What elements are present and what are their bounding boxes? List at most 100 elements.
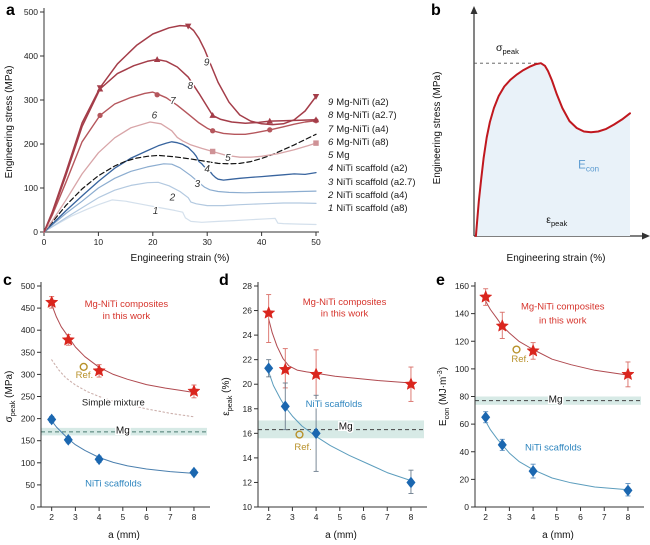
panel-b-schematic-chart: Engineering strain (%) Engineering stress… xyxy=(432,6,650,264)
svg-text:14: 14 xyxy=(243,453,253,463)
panel-label-a: a xyxy=(6,2,15,19)
svg-text:18: 18 xyxy=(243,404,253,414)
svg-text:5: 5 xyxy=(554,512,559,522)
svg-text:3: 3 xyxy=(195,179,201,190)
svg-text:200: 200 xyxy=(21,414,35,424)
legend-item: 9 Mg-NiTi (a2) xyxy=(328,97,389,108)
legend-item: 8 Mg-NiTi (a2.7) xyxy=(328,110,397,122)
svg-text:σpeak: σpeak xyxy=(496,42,519,56)
svg-text:450: 450 xyxy=(21,303,35,313)
legend-item: 4 NiTi scaffold (a2) xyxy=(328,163,408,175)
svg-text:4: 4 xyxy=(531,512,536,522)
svg-text:6: 6 xyxy=(152,110,158,121)
svg-text:7: 7 xyxy=(170,96,176,107)
panel-c-sigma-peak-chart: 2 3 4 5 6 7 8 0 50 100 150 200 250 300 350 400 450 500 a (… xyxy=(4,281,210,541)
svg-text:Econ (MJ·m-3): Econ (MJ·m-3) xyxy=(435,367,451,426)
svg-text:εpeak (%): εpeak (%) xyxy=(221,377,234,415)
svg-text:50: 50 xyxy=(26,480,36,490)
svg-text:350: 350 xyxy=(21,347,35,357)
svg-text:100: 100 xyxy=(24,183,38,193)
svg-text:50: 50 xyxy=(311,237,321,247)
svg-text:28: 28 xyxy=(243,281,253,291)
svg-text:40: 40 xyxy=(460,447,470,457)
svg-text:7: 7 xyxy=(168,512,173,522)
svg-text:7: 7 xyxy=(385,512,390,522)
svg-text:Ref.: Ref. xyxy=(76,370,93,381)
legend-item: 7 Mg-NiTi (a4) xyxy=(328,123,389,135)
svg-text:a (mm): a (mm) xyxy=(325,530,357,541)
svg-text:20: 20 xyxy=(148,237,158,247)
svg-text:Mg: Mg xyxy=(116,426,130,437)
svg-text:2: 2 xyxy=(483,512,488,522)
svg-text:Econ: Econ xyxy=(578,160,599,174)
svg-text:Simple mixture: Simple mixture xyxy=(82,397,145,408)
panel-a-legend: 9 Mg-NiTi (a2) 8 Mg-NiTi (a2.7) 7 Mg-NiTi (a4… xyxy=(328,96,458,216)
svg-text:500: 500 xyxy=(24,7,38,17)
legend-item: 6 Mg-NiTi (a8) xyxy=(328,136,389,148)
svg-text:1: 1 xyxy=(153,206,159,217)
svg-text:2: 2 xyxy=(169,192,176,203)
svg-text:Engineering stress (MPa): Engineering stress (MPa) xyxy=(4,66,15,179)
svg-text:6: 6 xyxy=(578,512,583,522)
svg-text:0: 0 xyxy=(30,502,35,512)
svg-text:80: 80 xyxy=(460,392,470,402)
svg-text:8: 8 xyxy=(626,512,631,522)
svg-text:20: 20 xyxy=(460,474,470,484)
svg-text:3: 3 xyxy=(290,512,295,522)
svg-text:6: 6 xyxy=(361,512,366,522)
svg-text:Engineering stress (MPa): Engineering stress (MPa) xyxy=(432,72,443,185)
svg-text:400: 400 xyxy=(24,51,38,61)
svg-text:300: 300 xyxy=(21,369,35,379)
svg-text:in this work: in this work xyxy=(321,309,369,320)
svg-text:2: 2 xyxy=(266,512,271,522)
svg-text:9: 9 xyxy=(204,58,210,69)
svg-text:2: 2 xyxy=(49,512,54,522)
panel-label-d: d xyxy=(219,272,229,289)
svg-text:26: 26 xyxy=(243,306,253,316)
svg-text:10: 10 xyxy=(243,502,253,512)
svg-text:100: 100 xyxy=(21,458,35,468)
panel-label-c: c xyxy=(3,272,12,289)
svg-text:Mg: Mg xyxy=(549,395,563,406)
svg-text:εpeak: εpeak xyxy=(546,214,567,228)
svg-text:8: 8 xyxy=(192,512,197,522)
svg-text:16: 16 xyxy=(243,428,253,438)
svg-text:300: 300 xyxy=(24,95,38,105)
svg-text:8: 8 xyxy=(188,81,194,92)
legend-item: 3 NiTi scaffold (a2.7) xyxy=(328,176,416,188)
svg-text:6: 6 xyxy=(144,512,149,522)
svg-text:3: 3 xyxy=(73,512,78,522)
svg-text:7: 7 xyxy=(602,512,607,522)
svg-text:5: 5 xyxy=(120,512,125,522)
svg-text:8: 8 xyxy=(409,512,414,522)
svg-text:10: 10 xyxy=(94,237,104,247)
svg-text:Mg-NiTi composites: Mg-NiTi composites xyxy=(303,297,387,308)
panel-label-e: e xyxy=(436,272,445,289)
panel-d-epsilon-peak-chart: 2 3 4 5 6 7 8 10 12 14 16 18 20 22 24 26 28 a (mm) εpeak (… xyxy=(221,281,427,541)
svg-text:60: 60 xyxy=(460,419,470,429)
svg-text:22: 22 xyxy=(243,355,253,365)
svg-text:in this work: in this work xyxy=(539,315,587,326)
svg-text:250: 250 xyxy=(21,392,35,402)
svg-text:Engineering strain (%): Engineering strain (%) xyxy=(131,253,230,264)
svg-text:100: 100 xyxy=(455,364,469,374)
svg-text:40: 40 xyxy=(257,237,267,247)
svg-text:24: 24 xyxy=(243,330,253,340)
svg-text:5: 5 xyxy=(337,512,342,522)
svg-text:4: 4 xyxy=(97,512,102,522)
svg-text:120: 120 xyxy=(455,336,469,346)
svg-text:4: 4 xyxy=(314,512,319,522)
svg-text:0: 0 xyxy=(33,227,38,237)
svg-text:3: 3 xyxy=(507,512,512,522)
svg-text:NiTi scaffolds: NiTi scaffolds xyxy=(85,479,142,490)
svg-text:0: 0 xyxy=(42,237,47,247)
svg-text:Mg-NiTi composites: Mg-NiTi composites xyxy=(85,299,169,310)
svg-text:in this work: in this work xyxy=(103,311,151,322)
svg-text:140: 140 xyxy=(455,309,469,319)
svg-text:NiTi scaffolds: NiTi scaffolds xyxy=(525,442,582,453)
legend-item: 2 NiTi scaffold (a4) xyxy=(328,190,408,202)
svg-text:NiTi scaffolds: NiTi scaffolds xyxy=(306,399,363,410)
